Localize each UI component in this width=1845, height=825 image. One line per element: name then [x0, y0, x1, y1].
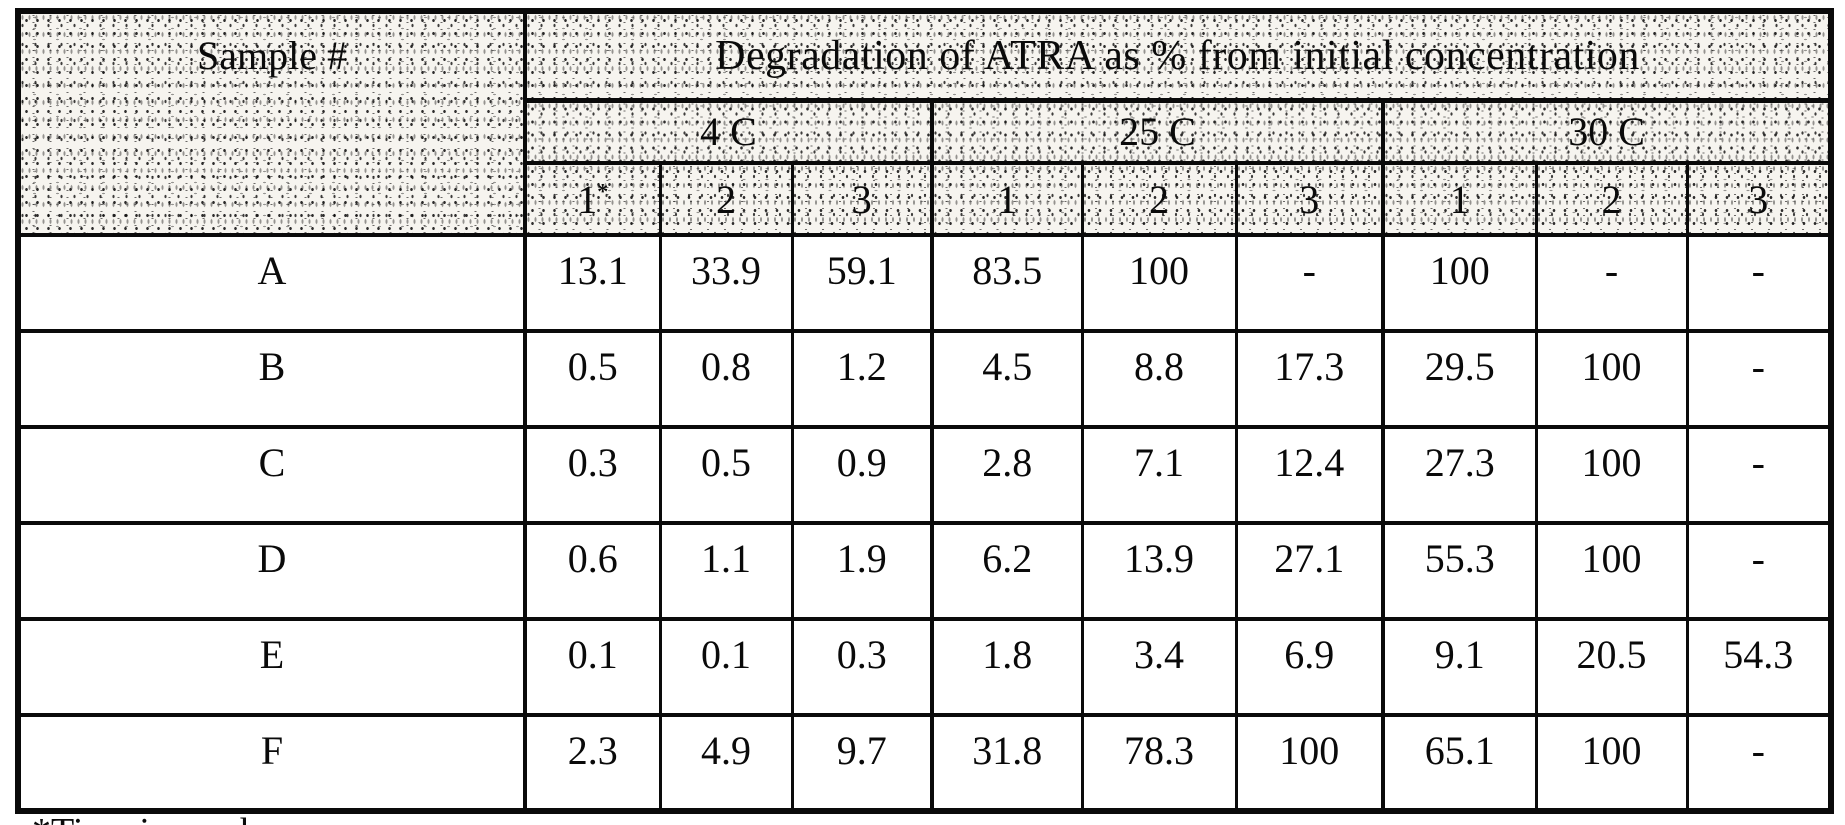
footnote-time-in-weeks: *Time in weeks [32, 810, 273, 825]
value-cell: 0.6 [523, 521, 662, 621]
value-cell: - [1685, 521, 1833, 621]
value-cell: 6.9 [1234, 617, 1385, 717]
value-cell: 8.8 [1080, 329, 1238, 429]
value-cell: 1.9 [790, 521, 934, 621]
value-cell: 1.1 [658, 521, 794, 621]
value-cell: 100 [1534, 521, 1689, 621]
value-cell: 55.3 [1381, 521, 1538, 621]
time-label: 1 [1449, 176, 1470, 222]
value-cell: 0.8 [658, 329, 794, 429]
value-cell: 2.3 [523, 713, 662, 813]
table-row-e: E 0.1 0.1 0.3 1.8 3.4 6.9 9.1 20.5 54.3 [16, 617, 1833, 717]
time-header-30c-2: 2 [1534, 161, 1689, 237]
value-cell: 29.5 [1381, 329, 1538, 429]
temp-header-30c: 30 C [1380, 98, 1833, 165]
time-header-4c-3: 3 [790, 161, 934, 237]
value-cell: 1.8 [930, 617, 1084, 717]
table-row-c: C 0.3 0.5 0.9 2.8 7.1 12.4 27.3 100 - [16, 425, 1833, 525]
value-cell: 0.5 [523, 329, 662, 429]
value-cell: 20.5 [1534, 617, 1689, 717]
time-header-30c-1: 1 [1381, 161, 1538, 237]
value-cell: 7.1 [1080, 425, 1238, 525]
value-cell: 0.5 [658, 425, 794, 525]
time-header-4c-1: 1* [523, 161, 662, 237]
time-header-25c-1: 1 [930, 161, 1084, 237]
value-cell: - [1685, 713, 1833, 813]
value-cell: 54.3 [1685, 617, 1833, 717]
value-cell: 17.3 [1234, 329, 1385, 429]
sample-cell: D [16, 521, 527, 621]
value-cell: 27.1 [1234, 521, 1385, 621]
value-cell: 78.3 [1080, 713, 1238, 813]
value-cell: - [1685, 329, 1833, 429]
time-label: 3 [851, 176, 872, 222]
value-cell: 83.5 [930, 233, 1084, 333]
value-cell: 59.1 [790, 233, 934, 333]
value-cell: - [1685, 425, 1833, 525]
value-cell: 0.3 [790, 617, 934, 717]
corner-header-sample: Sample # [16, 9, 527, 237]
main-header-title: Degradation of ATRA as % from initial co… [522, 9, 1833, 103]
value-cell: 12.4 [1234, 425, 1385, 525]
time-label: 3 [1299, 176, 1320, 222]
time-label: 1 [997, 176, 1018, 222]
value-cell: 6.2 [930, 521, 1084, 621]
degradation-table: Sample # Degradation of ATRA as % from i… [15, 8, 1835, 814]
value-cell: - [1234, 233, 1385, 333]
value-cell: - [1685, 233, 1833, 333]
value-cell: 3.4 [1080, 617, 1238, 717]
time-header-25c-3: 3 [1234, 161, 1385, 237]
value-cell: 4.9 [658, 713, 794, 813]
time-header-4c-2: 2 [658, 161, 794, 237]
sample-cell: B [16, 329, 527, 429]
value-cell: 100 [1534, 713, 1689, 813]
value-cell: 33.9 [658, 233, 794, 333]
time-label: 2 [716, 176, 736, 222]
time-header-30c-3: 3 [1685, 161, 1833, 237]
temp-header-25c: 25 C [930, 98, 1385, 165]
value-cell: 65.1 [1381, 713, 1538, 813]
value-cell: 2.8 [930, 425, 1084, 525]
value-cell: 0.1 [523, 617, 662, 717]
value-cell: 100 [1534, 329, 1689, 429]
value-cell: 1.2 [790, 329, 934, 429]
value-cell: 27.3 [1381, 425, 1538, 525]
table-row-a: A 13.1 33.9 59.1 83.5 100 - 100 - - [16, 233, 1833, 333]
value-cell: 13.9 [1080, 521, 1238, 621]
sample-cell: C [16, 425, 527, 525]
table-row-f: F 2.3 4.9 9.7 31.8 78.3 100 65.1 100 - [16, 713, 1833, 813]
value-cell: 9.1 [1381, 617, 1538, 717]
sample-cell: F [16, 713, 527, 813]
time-label: 3 [1748, 176, 1769, 222]
value-cell: 100 [1534, 425, 1689, 525]
value-cell: 0.9 [790, 425, 934, 525]
table-row-b: B 0.5 0.8 1.2 4.5 8.8 17.3 29.5 100 - [16, 329, 1833, 429]
value-cell: - [1534, 233, 1689, 333]
value-cell: 100 [1080, 233, 1238, 333]
sample-cell: A [16, 233, 527, 333]
sample-cell: E [16, 617, 527, 717]
value-cell: 31.8 [930, 713, 1084, 813]
value-cell: 9.7 [790, 713, 934, 813]
time-label: 2 [1601, 176, 1622, 222]
table-row-d: D 0.6 1.1 1.9 6.2 13.9 27.1 55.3 100 - [16, 521, 1833, 621]
value-cell: 4.5 [930, 329, 1084, 429]
value-cell: 13.1 [523, 233, 662, 333]
value-cell: 0.3 [523, 425, 662, 525]
temp-header-4c: 4 C [523, 98, 934, 165]
time-label: 1 [577, 176, 598, 222]
footnote-asterisk: * [597, 178, 609, 204]
time-header-25c-2: 2 [1080, 161, 1238, 237]
value-cell: 100 [1234, 713, 1385, 813]
value-cell: 100 [1381, 233, 1538, 333]
value-cell: 0.1 [658, 617, 794, 717]
time-label: 2 [1149, 176, 1169, 222]
